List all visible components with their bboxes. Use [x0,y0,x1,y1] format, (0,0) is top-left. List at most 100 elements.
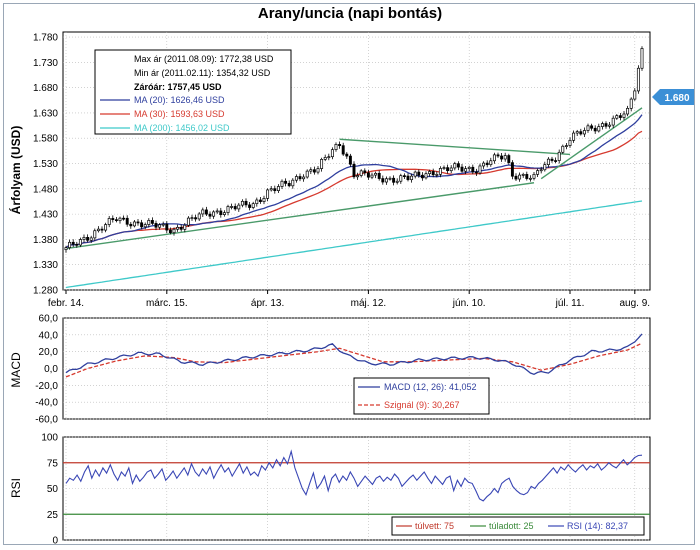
price-y-tick-label: 1.630 [33,108,58,119]
candle-body [341,145,345,155]
macd-y-tick-label: -40,0 [35,398,58,409]
price-x-tick-label: máj. 12. [351,298,387,309]
chart-title: Arany/uncia (napi bontás) [258,5,442,22]
candle-body [240,200,244,206]
candle-body [294,176,298,181]
signal-line [65,342,643,378]
candle-body [633,90,637,100]
price-y-tick-label: 1.730 [33,58,58,69]
candle-body [597,126,601,132]
candle-body [615,115,619,119]
candle-body [582,130,586,135]
chart-frame [3,3,695,545]
candle-body [89,237,93,241]
candle-body [230,206,234,208]
candle-body [579,131,583,135]
ma30-legend-text: MA (30): 1593,63 USD [134,109,225,119]
candle-body [456,163,460,168]
candle-body [636,67,640,92]
last-price-value: 1.680 [664,93,689,104]
candle-body [78,239,82,246]
macd-y-tick-label: 20,0 [39,347,59,358]
rsi-legend: túlvett: 75 túladott: 25 RSI (14): 82,37 [391,516,645,536]
candle-body [618,115,622,118]
candle-body [197,213,201,220]
price-y-tick-label: 1.680 [33,83,58,94]
price-y-tick-label: 1.280 [33,286,58,297]
rsi-y-tick-label: 75 [47,458,59,469]
candle-body [453,163,457,169]
candle-body [114,219,118,222]
candle-body [284,180,288,184]
candle-body [460,166,464,172]
signal-legend-text: Szignál (9): 30,267 [384,400,460,410]
candle-body [489,160,493,166]
candle-body [129,223,133,227]
candle-body [111,218,115,220]
signal-series [65,342,643,378]
candle-body [172,228,176,234]
ma20-legend-text: MA (20): 1626,46 USD [134,95,225,105]
candle-body [611,117,615,126]
trendlines [65,107,643,250]
candle-body [348,155,352,165]
candle-body [435,173,439,176]
candle-body [399,175,403,182]
macd-y-tick-label: -60,0 [35,415,58,426]
candle-body [280,180,284,187]
candle-body [208,213,212,217]
candle-body [438,168,442,175]
rsi-y-tick-label: 50 [47,484,59,495]
candle-body [395,180,399,183]
candle-body [237,204,241,210]
candle-body [528,177,532,180]
candle-body [417,171,421,176]
candle-body [118,217,122,222]
price-x-tick-label: jún. 10. [452,298,486,309]
candle-body [374,172,378,176]
candle-body [266,189,270,199]
candle-body [122,217,126,220]
candlestick-series [64,46,644,253]
overbought-legend-text: túlvett: 75 [415,521,454,531]
candle-body [525,174,529,179]
candle-body [219,210,223,215]
candle-body [291,179,295,187]
candle-body [305,170,309,178]
candle-body [356,175,360,178]
rsi-line [65,449,643,502]
candle-body [327,156,331,159]
candle-body [622,113,626,118]
candle-body [320,159,324,169]
candle-body [539,169,543,172]
candle-body [132,221,136,227]
ma200-series [65,200,643,289]
candle-body [467,166,471,169]
candle-body [557,151,561,161]
candle-body [147,220,151,225]
candle-body [71,241,75,245]
candle-body [248,204,252,208]
price-x-tick-label: febr. 14. [48,298,84,309]
macd-y-tick-label: 40,0 [39,330,59,341]
candle-body [420,174,424,179]
candle-body [536,170,540,175]
candle-body [298,176,302,180]
candle-body [140,222,144,228]
candle-body [629,98,633,109]
price-y-tick-label: 1.480 [33,184,58,195]
macd-series [65,333,643,376]
candle-body [93,230,97,239]
candle-body [352,163,356,178]
candle-body [68,241,72,248]
candle-body [392,177,396,183]
ma200-legend-text: MA (200): 1456,02 USD [134,123,230,133]
candle-body [309,169,313,172]
ma200-line [65,200,643,289]
price-y-ticks: 1.280 1.330 1.380 1.430 1.480 1.530 1.580 1.630… [33,33,58,297]
candle-body [449,167,453,172]
price-x-tick-label: márc. 15. [146,298,188,309]
candle-body [143,224,147,228]
candle-body [269,188,273,191]
candle-body [431,171,435,176]
